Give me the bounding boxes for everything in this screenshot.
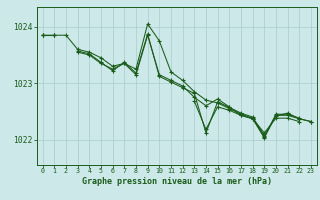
X-axis label: Graphe pression niveau de la mer (hPa): Graphe pression niveau de la mer (hPa): [82, 177, 272, 186]
